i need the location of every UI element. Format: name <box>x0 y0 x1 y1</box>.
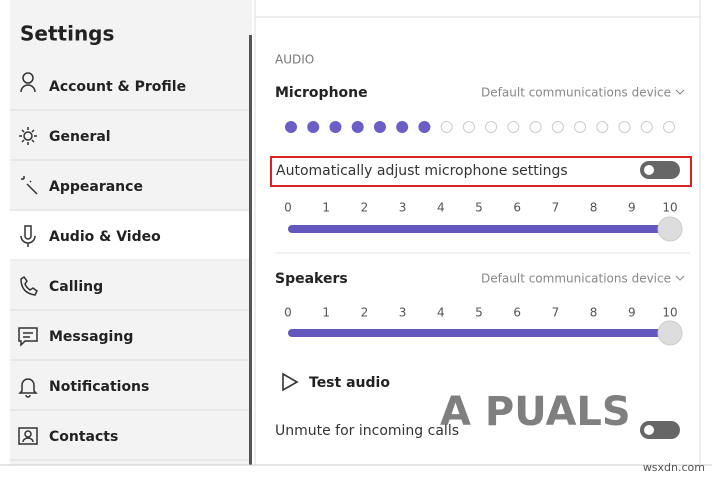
scale-label: 4 <box>437 201 445 215</box>
level-dot <box>396 121 409 133</box>
nav-icon <box>20 275 38 296</box>
test-audio[interactable]: Test audio <box>309 375 390 391</box>
slider-fill <box>288 329 670 337</box>
auto-adjust-label: Automatically adjust microphone settings <box>276 163 568 179</box>
level-dot <box>329 121 342 133</box>
nav-list: Account & Profile General Appearance Audio … <box>10 72 249 461</box>
scale-label: 2 <box>361 201 369 215</box>
nav-item[interactable]: Calling <box>49 279 103 295</box>
nav-item[interactable]: Appearance <box>49 179 143 195</box>
level-dot <box>507 121 520 133</box>
scale-label: 0 <box>284 201 292 215</box>
nav-icon <box>20 225 36 247</box>
slider-knob[interactable] <box>657 320 683 346</box>
toggle-knob <box>644 425 654 435</box>
nav-item[interactable]: General <box>49 129 111 145</box>
watermark-site: wsxdn.com <box>643 461 705 474</box>
nav-item[interactable]: Account & Profile <box>49 79 186 95</box>
scale-label: 4 <box>437 306 445 320</box>
dropdown-chevron <box>675 275 685 281</box>
sidebar-scrollbar <box>249 35 252 465</box>
level-dot <box>640 121 653 133</box>
level-dot <box>551 121 564 133</box>
scale-label: 8 <box>590 201 598 215</box>
nav-icon <box>18 378 38 398</box>
nav-icon <box>21 176 38 195</box>
scale-label: 7 <box>552 201 560 215</box>
scale-label: 7 <box>552 306 560 320</box>
scale-label: 10 <box>662 201 677 215</box>
highlight-box <box>270 156 692 187</box>
level-dot <box>440 121 453 133</box>
scale-label: 6 <box>513 306 521 320</box>
scale-label: 3 <box>399 201 407 215</box>
nav-item[interactable]: Contacts <box>49 429 118 445</box>
speakers-device[interactable]: Default communications device <box>481 272 671 286</box>
toggle-knob <box>644 165 654 175</box>
speakers-label: Speakers <box>275 271 348 287</box>
section-label: AUDIO <box>275 53 314 67</box>
scale-label: 8 <box>590 306 598 320</box>
level-dot <box>351 121 364 133</box>
slider-fill <box>288 225 670 233</box>
microphone-label: Microphone <box>275 85 368 101</box>
scale-label: 0 <box>284 306 292 320</box>
level-dot <box>373 121 386 133</box>
nav-item[interactable]: Messaging <box>49 329 133 345</box>
level-dot <box>529 121 542 133</box>
scale-label: 1 <box>322 306 330 320</box>
level-dot <box>485 121 498 133</box>
nav-icon <box>20 72 36 93</box>
level-dot <box>307 121 320 133</box>
nav-icon <box>19 127 37 145</box>
level-dot <box>618 121 631 133</box>
scale-label: 2 <box>361 306 369 320</box>
scale-label: 5 <box>475 306 483 320</box>
scale-label: 1 <box>322 201 330 215</box>
scale-label: 5 <box>475 201 483 215</box>
nav-item[interactable]: Notifications <box>49 379 149 395</box>
microphone-device[interactable]: Default communications device <box>481 86 671 100</box>
scale-label: 9 <box>628 201 636 215</box>
slider-knob[interactable] <box>657 216 683 242</box>
watermark: A PUALS <box>440 389 631 435</box>
scale-label: 3 <box>399 306 407 320</box>
mic-slider[interactable]: 0 1 2 3 4 5 6 7 8 9 10 <box>284 201 683 242</box>
sidebar-title: Settings <box>20 22 114 46</box>
nav-item-active <box>10 211 249 261</box>
level-dot <box>418 121 431 133</box>
dropdown-chevron <box>675 89 685 95</box>
auto-adjust-toggle[interactable] <box>640 161 680 179</box>
level-dot <box>285 121 297 133</box>
level-dot <box>663 121 675 133</box>
level-dot <box>596 121 609 133</box>
unmute-toggle[interactable] <box>640 421 680 439</box>
scale-label: 6 <box>513 201 521 215</box>
nav-item[interactable]: Audio & Video <box>49 229 161 245</box>
scale-label: 9 <box>628 306 636 320</box>
nav-icon <box>18 427 38 445</box>
mic-level <box>285 121 675 133</box>
unmute-label: Unmute for incoming calls <box>275 423 459 439</box>
scale-label: 10 <box>662 306 677 320</box>
play-icon[interactable] <box>282 372 299 392</box>
speaker-slider[interactable]: 0 1 2 3 4 5 6 7 8 9 10 <box>284 306 683 346</box>
level-dot <box>462 121 475 133</box>
level-dot <box>574 121 587 133</box>
nav-icon <box>18 327 38 347</box>
